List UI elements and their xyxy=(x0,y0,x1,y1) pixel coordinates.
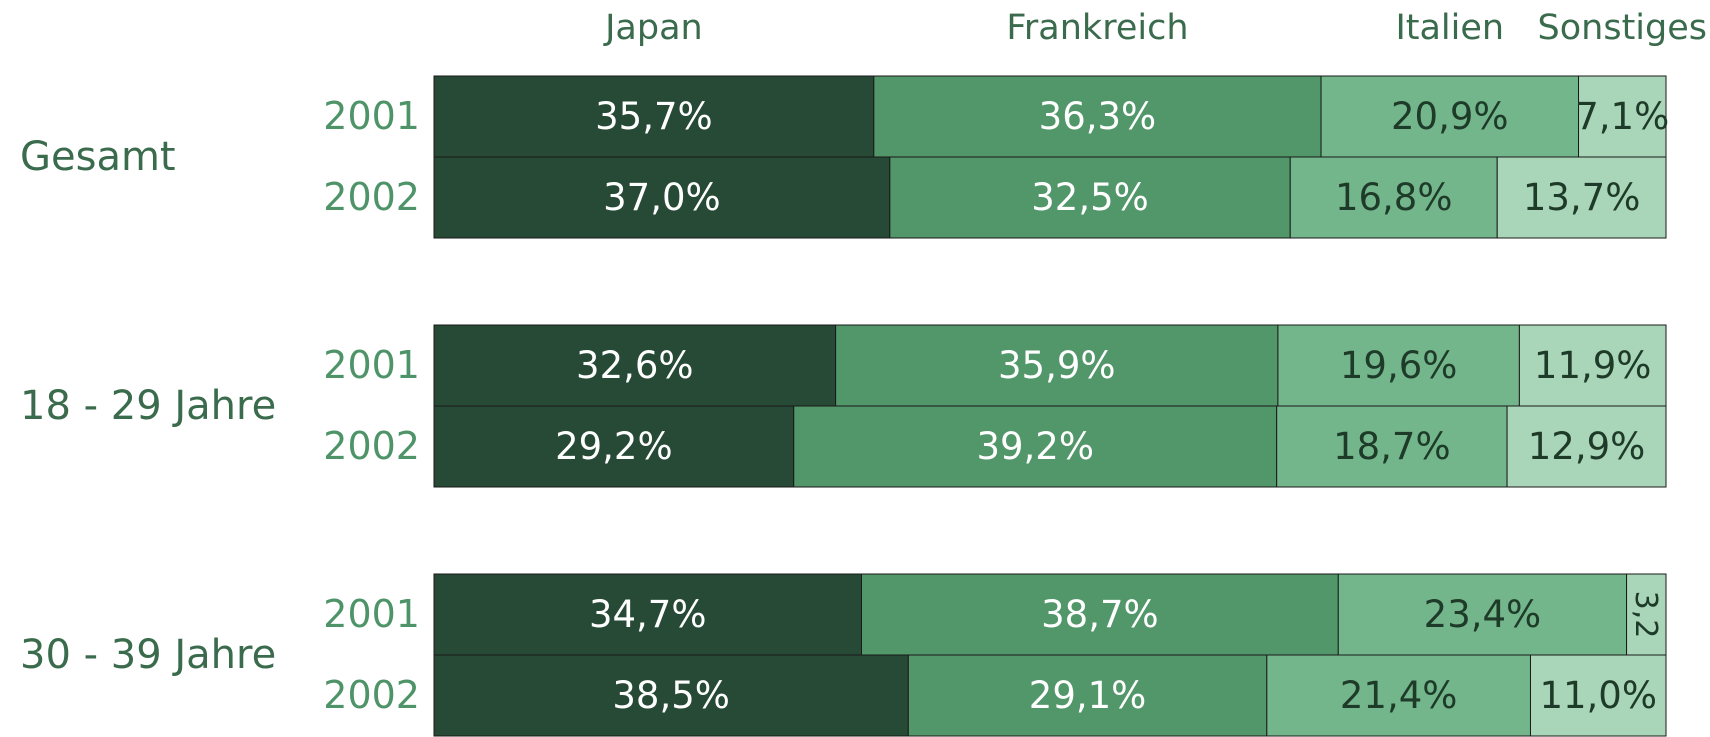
legend-label: Italien xyxy=(1395,8,1504,48)
value-label: 7,1% xyxy=(1575,95,1669,138)
year-label: 2001 xyxy=(323,343,420,387)
group-label: Gesamt xyxy=(20,134,176,180)
value-label: 32,5% xyxy=(1031,176,1149,219)
year-label: 2001 xyxy=(323,94,420,138)
bar-segment xyxy=(1518,324,1667,407)
value-label: 32,6% xyxy=(576,344,694,387)
bar-segment xyxy=(433,654,909,737)
bar-segment xyxy=(873,75,1322,158)
bar-segment xyxy=(1496,156,1667,239)
bar-segment xyxy=(1578,75,1667,158)
bar-segment xyxy=(1529,654,1667,737)
bar-segment xyxy=(1276,405,1508,488)
bar-segment xyxy=(433,75,875,158)
value-label: 19,6% xyxy=(1340,344,1458,387)
bar-segment xyxy=(433,405,795,488)
bar-segment xyxy=(1320,75,1580,158)
value-label: 21,4% xyxy=(1340,674,1458,717)
bar-segment xyxy=(1266,654,1531,737)
bar-segment xyxy=(433,573,863,656)
value-label: 11,0% xyxy=(1539,674,1657,717)
value-label: 38,5% xyxy=(612,674,730,717)
bar-segment xyxy=(793,405,1278,488)
legend-label: Sonstiges xyxy=(1538,8,1707,48)
bar-segment xyxy=(1626,573,1667,656)
value-label: 37,0% xyxy=(603,176,721,219)
value-label: 35,7% xyxy=(595,95,713,138)
bar-segment xyxy=(889,156,1291,239)
bar-segment xyxy=(835,324,1279,407)
value-label: 39,2% xyxy=(976,425,1094,468)
legend-label: Japan xyxy=(603,8,703,48)
value-label: 12,9% xyxy=(1528,425,1646,468)
value-label: 36,3% xyxy=(1039,95,1157,138)
value-label: 18,7% xyxy=(1333,425,1451,468)
value-label: 35,9% xyxy=(998,344,1116,387)
value-label: 29,1% xyxy=(1029,674,1147,717)
bar-segment xyxy=(1289,156,1498,239)
legend-label: Frankreich xyxy=(1006,8,1188,48)
value-label: 38,7% xyxy=(1041,593,1159,636)
bar-segment xyxy=(1506,405,1667,488)
bar-segment xyxy=(433,156,891,239)
group-label: 18 - 29 Jahre xyxy=(20,383,276,429)
value-label: 16,8% xyxy=(1335,176,1453,219)
value-label: 29,2% xyxy=(555,425,673,468)
year-label: 2002 xyxy=(323,175,420,219)
value-label: 20,9% xyxy=(1391,95,1509,138)
value-label: 13,7% xyxy=(1523,176,1641,219)
year-label: 2002 xyxy=(323,424,420,468)
year-label: 2002 xyxy=(323,673,420,717)
value-label: 23,4% xyxy=(1424,593,1542,636)
bar-segment xyxy=(861,573,1339,656)
bar-segment xyxy=(907,654,1268,737)
year-label: 2001 xyxy=(323,592,420,636)
bar-segment xyxy=(1337,573,1628,656)
value-label: 11,9% xyxy=(1534,344,1652,387)
group-label: 30 - 39 Jahre xyxy=(20,632,276,678)
value-label: 34,7% xyxy=(589,593,707,636)
value-label: 3,2 xyxy=(1628,591,1663,639)
